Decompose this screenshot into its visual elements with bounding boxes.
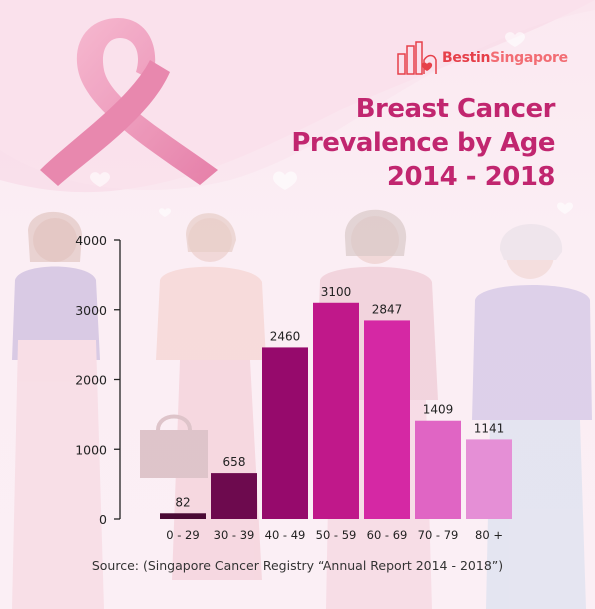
bar-value-label: 1141 [474, 421, 505, 435]
x-tick-label: 60 - 69 [367, 528, 408, 542]
bar [262, 347, 308, 519]
bar-value-label: 2460 [270, 329, 301, 343]
heart-icons [90, 32, 573, 217]
bar [313, 302, 359, 519]
x-tick-label: 40 - 49 [265, 528, 306, 542]
y-tick-label: 1000 [75, 442, 107, 457]
x-tick-label: 50 - 59 [316, 528, 357, 542]
brand-name: BestinSingapore [442, 50, 568, 66]
chart-title: Breast Cancer Prevalence by Age 2014 - 2… [291, 92, 555, 194]
pink-ribbon-icon [40, 18, 218, 186]
title-line-1: Breast Cancer [355, 94, 556, 124]
brand-logo: BestinSingapore [396, 40, 568, 76]
city-skyline-icon [397, 41, 437, 75]
bar [211, 473, 257, 519]
bar [415, 420, 461, 519]
bar [160, 513, 206, 519]
bar [364, 320, 410, 519]
y-tick-label: 4000 [75, 233, 107, 248]
bar-value-label: 1409 [423, 403, 454, 417]
bar-value-label: 658 [223, 455, 246, 469]
source-note: Source: (Singapore Cancer Registry “Annu… [91, 558, 504, 573]
x-tick-label: 80 + [475, 528, 503, 542]
y-tick-label: 3000 [75, 303, 107, 318]
x-tick-label: 70 - 79 [418, 528, 459, 542]
bar-value-label: 82 [175, 495, 190, 509]
y-tick-label: 2000 [75, 373, 107, 388]
bar-value-label: 3100 [321, 285, 352, 299]
title-line-2: Prevalence by Age [291, 128, 555, 158]
x-tick-label: 30 - 39 [214, 528, 255, 542]
x-tick-label: 0 - 29 [166, 528, 199, 542]
title-line-3: 2014 - 2018 [386, 162, 556, 192]
bar [466, 439, 512, 519]
bar-value-label: 2847 [372, 302, 403, 316]
y-tick-label: 0 [99, 512, 107, 527]
